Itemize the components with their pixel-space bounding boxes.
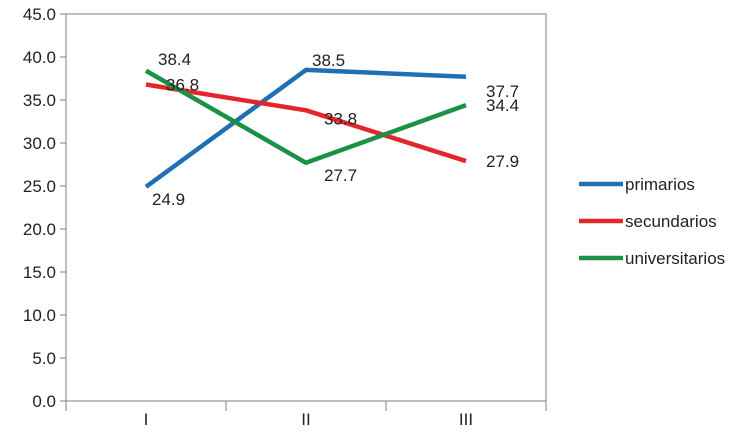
series-line-universitarios (144, 68, 467, 166)
y-tick-label: 20.0 (23, 220, 56, 239)
data-label-secundarios: 33.8 (324, 109, 357, 128)
data-label-universitarios: 38.4 (158, 50, 191, 69)
series-line-secundarios (145, 82, 467, 164)
y-tick-label: 5.0 (32, 349, 56, 368)
y-tick-label: 40.0 (23, 48, 56, 67)
data-label-universitarios: 34.4 (486, 96, 519, 115)
data-label-primarios: 37.7 (486, 82, 519, 101)
series-line-primarios (144, 67, 467, 189)
plot-area-border (65, 13, 547, 402)
y-tick-label: 25.0 (23, 177, 56, 196)
y-tick-label: 15.0 (23, 263, 56, 282)
y-tick-label: 10.0 (23, 306, 56, 325)
y-tick-label: 0.0 (32, 392, 56, 411)
y-tick-label: 30.0 (23, 134, 56, 153)
data-label-primarios: 38.5 (312, 51, 345, 70)
data-label-universitarios: 27.7 (324, 166, 357, 185)
y-tick-label: 45.0 (23, 5, 56, 24)
data-label-primarios: 24.9 (152, 190, 185, 209)
legend-label-universitarios: universitarios (625, 249, 725, 268)
data-label-secundarios: 36.8 (166, 76, 199, 95)
x-tick-label: I (144, 410, 149, 429)
y-tick-label: 35.0 (23, 91, 56, 110)
x-tick-label: III (459, 410, 473, 429)
data-label-secundarios: 27.9 (486, 152, 519, 171)
x-tick-label: II (301, 410, 310, 429)
legend-label-primarios: primarios (625, 175, 695, 194)
legend-label-secundarios: secundarios (625, 212, 717, 231)
